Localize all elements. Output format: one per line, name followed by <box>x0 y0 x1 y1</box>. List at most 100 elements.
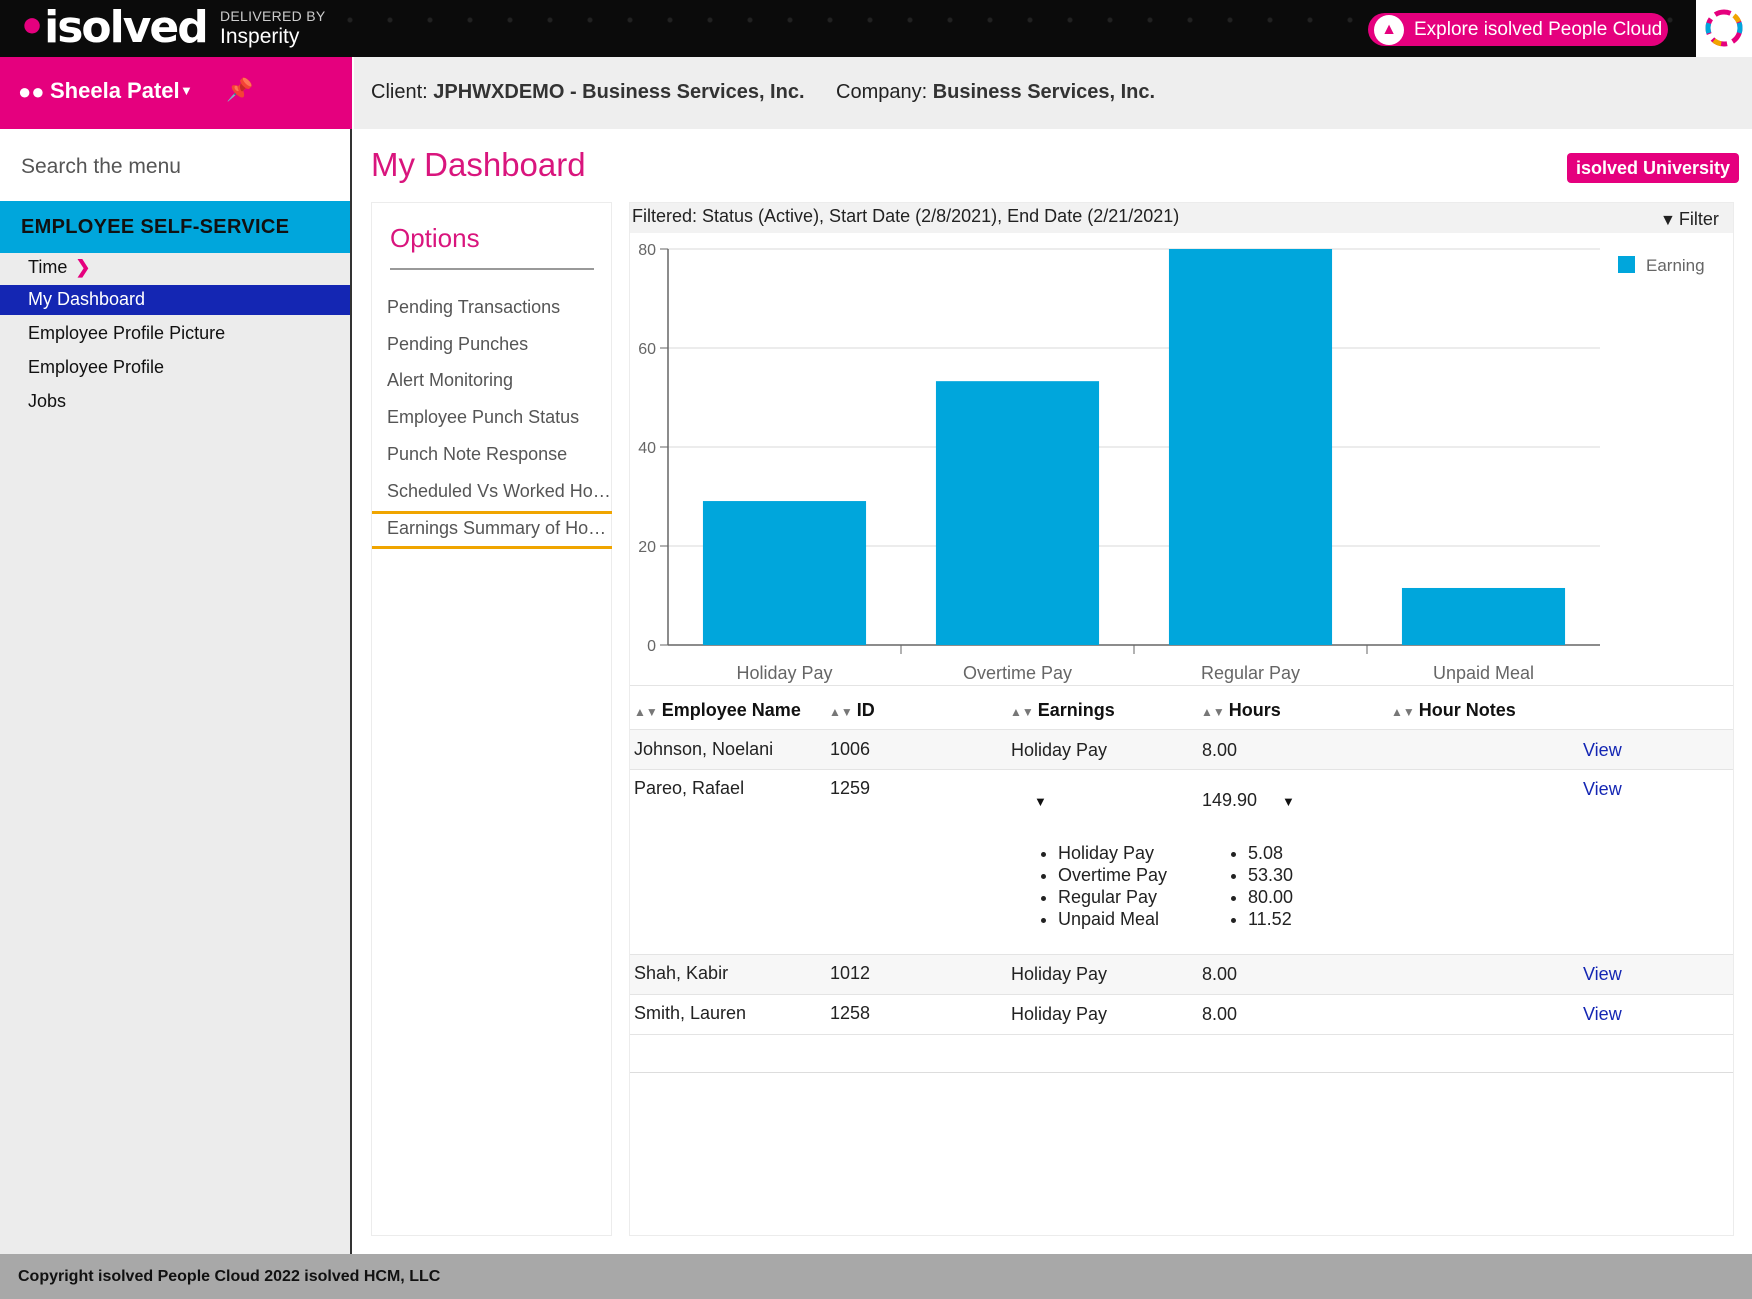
table-row-empty <box>630 1034 1733 1072</box>
option-earnings-summary-of-hours[interactable]: Earnings Summary of Hours <box>372 511 612 549</box>
top-bar: •isolved DELIVERED BY Insperity ▲ Explor… <box>0 0 1752 57</box>
column-id[interactable]: ▲▼ ID <box>829 700 875 721</box>
options-panel: Options Pending Transactions Pending Pun… <box>371 202 612 1236</box>
x-tick-label: Holiday Pay <box>736 663 832 683</box>
table-bottom-border <box>630 1072 1733 1073</box>
footer-copyright: Copyright isolved People Cloud 2022 isol… <box>0 1254 1752 1299</box>
users-icon: ●● <box>18 79 45 104</box>
hours-cell: 149.90 <box>1202 790 1258 810</box>
earnings-expand-toggle[interactable]: ▼ <box>1034 794 1047 809</box>
view-link[interactable]: View <box>1583 1004 1622 1024</box>
column-label: Earnings <box>1037 700 1115 720</box>
logo-text: isolved <box>44 2 209 53</box>
client-label: Client: <box>371 81 428 103</box>
bar-unpaid-meal <box>1401 587 1566 645</box>
section-employee-self-service[interactable]: EMPLOYEE SELF-SERVICE <box>0 201 350 253</box>
table-row: Johnson, Noelani 1006 Holiday Pay 8.00 V… <box>630 729 1733 769</box>
people-cloud-logo-icon[interactable] <box>1696 0 1752 57</box>
employee-name-cell: Shah, Kabir <box>634 963 729 983</box>
hours-cell: 8.00 <box>1202 964 1238 984</box>
view-link[interactable]: View <box>1583 779 1622 799</box>
chevron-right-icon: ❯ <box>75 257 91 277</box>
column-hour-notes[interactable]: ▲▼ Hour Notes <box>1391 700 1516 721</box>
column-label: ID <box>856 700 875 720</box>
sort-icon: ▲▼ <box>1010 705 1034 719</box>
explore-people-cloud-button[interactable]: ▲ Explore isolved People Cloud <box>1368 13 1668 46</box>
view-link[interactable]: View <box>1583 964 1622 984</box>
bar-regular-pay <box>1168 249 1333 645</box>
isolved-logo[interactable]: •isolved <box>18 6 209 50</box>
employee-name-cell: Pareo, Rafael <box>634 778 745 798</box>
option-punch-note-response[interactable]: Punch Note Response <box>387 444 568 464</box>
hours-breakdown-list: 5.08 53.30 80.00 11.52 <box>1230 842 1293 930</box>
user-name[interactable]: Sheela Patel <box>50 78 180 103</box>
rocket-icon: ▲ <box>1374 15 1404 45</box>
people-cloud-logo-svg <box>1705 9 1743 47</box>
chevron-down-icon[interactable]: ▼ <box>180 83 193 98</box>
earnings-breakdown-list: Holiday Pay Overtime Pay Regular Pay Unp… <box>1040 842 1167 930</box>
list-item: Unpaid Meal <box>1058 908 1167 930</box>
table-row: Smith, Lauren 1258 Holiday Pay 8.00 View <box>630 994 1733 1034</box>
user-menu[interactable]: ●● Sheela Patel ▼ 📌 <box>0 57 352 129</box>
funnel-icon: ▼ <box>1660 212 1676 229</box>
list-item: 5.08 <box>1248 842 1293 864</box>
option-scheduled-vs-worked-hours[interactable]: Scheduled Vs Worked Hours <box>387 481 611 501</box>
filter-summary: Filtered: Status (Active), Start Date (2… <box>632 206 1180 226</box>
client-value: JPHWXDEMO - Business Services, Inc. <box>433 81 805 103</box>
sidebar-item-employee-profile-picture[interactable]: Employee Profile Picture <box>0 319 350 349</box>
y-tick-label: 60 <box>638 341 656 358</box>
column-employee-name[interactable]: ▲▼ Employee Name <box>634 700 801 721</box>
pin-icon[interactable]: 📌 <box>226 77 254 102</box>
sidebar-item-time[interactable]: Time ❯ <box>0 253 350 283</box>
hours-expand-toggle[interactable]: ▼ <box>1282 794 1295 809</box>
sidebar-item-jobs[interactable]: Jobs <box>0 387 350 417</box>
column-label: Hours <box>1228 700 1281 720</box>
option-employee-punch-status[interactable]: Employee Punch Status <box>387 407 580 427</box>
column-label: Hour Notes <box>1418 700 1516 720</box>
column-hours[interactable]: ▲▼ Hours <box>1201 700 1281 721</box>
list-item: Overtime Pay <box>1058 864 1167 886</box>
x-tick-label: Regular Pay <box>1201 663 1300 683</box>
sidebar-item-label: Time <box>28 257 68 277</box>
x-tick-label: Unpaid Meal <box>1433 663 1534 683</box>
employee-id-cell: 1258 <box>830 1003 871 1023</box>
sidebar-item-my-dashboard[interactable]: My Dashboard <box>0 285 350 315</box>
page-title: My Dashboard <box>371 146 586 183</box>
client-info: Client: JPHWXDEMO - Business Services, I… <box>371 81 805 104</box>
isolved-university-button[interactable]: isolved University <box>1567 153 1740 183</box>
sort-icon: ▲▼ <box>634 705 658 719</box>
legend-label: Earning <box>1646 256 1705 275</box>
y-tick-label: 40 <box>638 440 656 457</box>
sort-icon: ▲▼ <box>1201 705 1225 719</box>
option-pending-transactions[interactable]: Pending Transactions <box>387 297 561 317</box>
y-tick-label: 0 <box>647 638 656 655</box>
option-pending-punches[interactable]: Pending Punches <box>387 334 529 354</box>
sidebar-item-label: My Dashboard <box>28 289 146 309</box>
employee-id-cell: 1006 <box>830 739 871 759</box>
sidebar-item-label: Jobs <box>28 391 67 411</box>
sidebar: ●● Sheela Patel ▼ 📌 Search the menu EMPL… <box>0 57 352 1254</box>
sidebar-item-label: Employee Profile <box>28 357 165 377</box>
list-item: 53.30 <box>1248 864 1293 886</box>
company-value: Business Services, Inc. <box>932 81 1156 103</box>
earnings-bar-chart: 0 20 40 60 80 Holiday Pay Overtime Pay Regular … <box>638 242 1705 683</box>
hours-cell: 8.00 <box>1202 740 1238 760</box>
menu-search-input[interactable]: Search the menu <box>0 129 350 201</box>
column-label: Employee Name <box>661 700 801 720</box>
filter-label: Filter <box>1678 209 1719 229</box>
earnings-cell: Holiday Pay <box>1011 964 1108 984</box>
delivered-by-label: DELIVERED BY <box>220 8 326 24</box>
option-alert-monitoring[interactable]: Alert Monitoring <box>387 370 514 390</box>
sort-icon: ▲▼ <box>829 705 853 719</box>
earnings-cell: Holiday Pay <box>1011 740 1108 760</box>
list-item: Holiday Pay <box>1058 842 1167 864</box>
y-tick-label: 20 <box>638 539 656 556</box>
view-link[interactable]: View <box>1583 740 1622 760</box>
filter-button[interactable]: ▼ Filter <box>1660 209 1719 230</box>
sidebar-item-employee-profile[interactable]: Employee Profile <box>0 353 350 383</box>
employee-name-cell: Smith, Lauren <box>634 1003 747 1023</box>
column-earnings[interactable]: ▲▼ Earnings <box>1010 700 1115 721</box>
employee-id-cell: 1012 <box>830 963 871 983</box>
sidebar-item-label: Employee Profile Picture <box>28 323 226 343</box>
employee-name-cell: Johnson, Noelani <box>634 739 774 759</box>
